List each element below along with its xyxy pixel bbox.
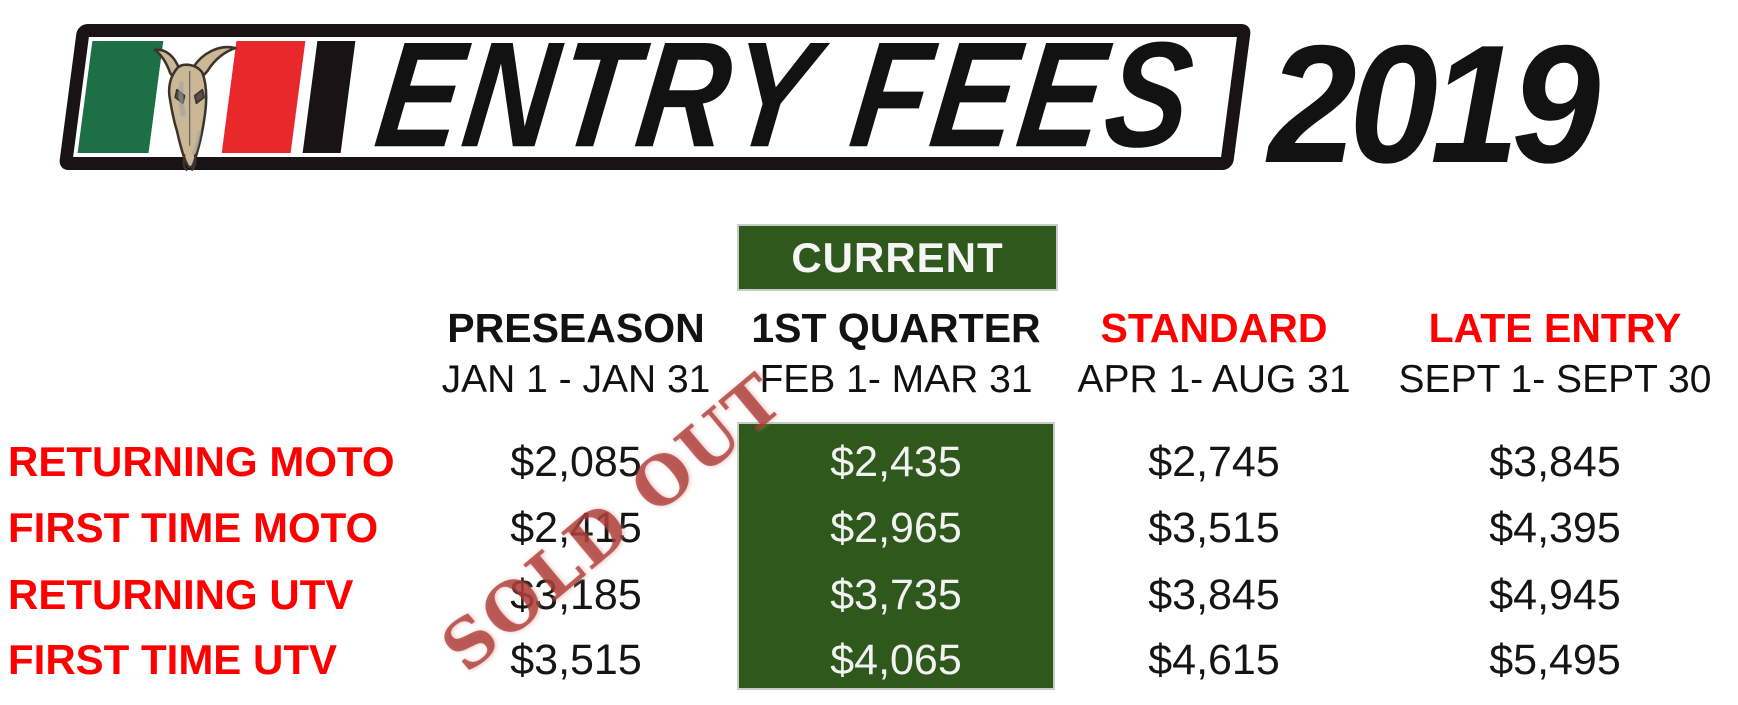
column-dates-standard: APR 1- AUG 31 [1077, 358, 1351, 401]
price-cell: $3,185 [510, 571, 642, 619]
price-cell: $3,515 [1148, 504, 1280, 552]
bull-skull-icon [153, 45, 237, 172]
current-badge: CURRENT [737, 224, 1058, 291]
column-dates-preseason: JAN 1 - JAN 31 [441, 358, 711, 401]
banner-year: 2019 [1268, 10, 1600, 198]
price-cell: $2,965 [830, 504, 962, 552]
price-cell: $2,415 [510, 504, 642, 552]
row-label-returning-moto: RETURNING MOTO [8, 438, 395, 485]
row-label-first-time-moto: FIRST TIME MOTO [8, 504, 379, 551]
column-header-standard: STANDARD [1100, 305, 1328, 351]
price-cell: $3,735 [830, 571, 962, 619]
price-cell: $4,945 [1489, 571, 1621, 619]
row-label-returning-utv: RETURNING UTV [8, 571, 354, 618]
price-cell: $5,495 [1489, 636, 1621, 684]
price-cell: $4,065 [830, 636, 962, 684]
price-cell: $3,515 [510, 636, 642, 684]
column-dates-1st-quarter: FEB 1- MAR 31 [759, 358, 1033, 401]
flag-divider-bar [302, 41, 356, 153]
price-cell: $4,615 [1148, 636, 1280, 684]
price-cell: $3,845 [1489, 438, 1621, 486]
column-header-1st-quarter: 1ST QUARTER [751, 305, 1041, 351]
price-cell: $3,845 [1148, 571, 1280, 619]
column-dates-late-entry: SEPT 1- SEPT 30 [1398, 358, 1712, 401]
price-cell: $4,395 [1489, 504, 1621, 552]
flag-white-stripe [148, 41, 237, 172]
column-header-preseason: PRESEASON [447, 305, 705, 351]
price-cell: $2,435 [830, 438, 962, 486]
column-header-late-entry: LATE ENTRY [1428, 305, 1682, 351]
price-cell: $2,745 [1148, 438, 1280, 486]
row-label-first-time-utv: FIRST TIME UTV [8, 636, 337, 683]
banner-title: ENTRY FEES [368, 11, 1206, 179]
price-cell: $2,085 [510, 438, 642, 486]
logo-banner: ENTRY FEES [58, 11, 1252, 179]
highlighted-column-background [737, 422, 1055, 690]
